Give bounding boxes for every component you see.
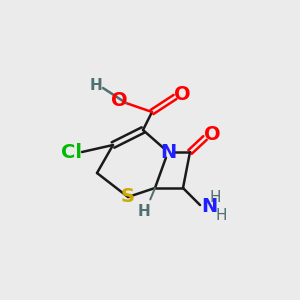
Text: H: H [209, 190, 221, 206]
Text: Cl: Cl [61, 142, 82, 161]
Text: O: O [204, 125, 220, 145]
Text: H: H [90, 77, 102, 92]
Text: N: N [201, 197, 217, 217]
Text: O: O [174, 85, 190, 104]
Text: H: H [138, 203, 150, 218]
Text: S: S [121, 188, 135, 206]
Text: N: N [160, 142, 176, 161]
Text: O: O [111, 91, 127, 110]
Text: H: H [215, 208, 227, 223]
